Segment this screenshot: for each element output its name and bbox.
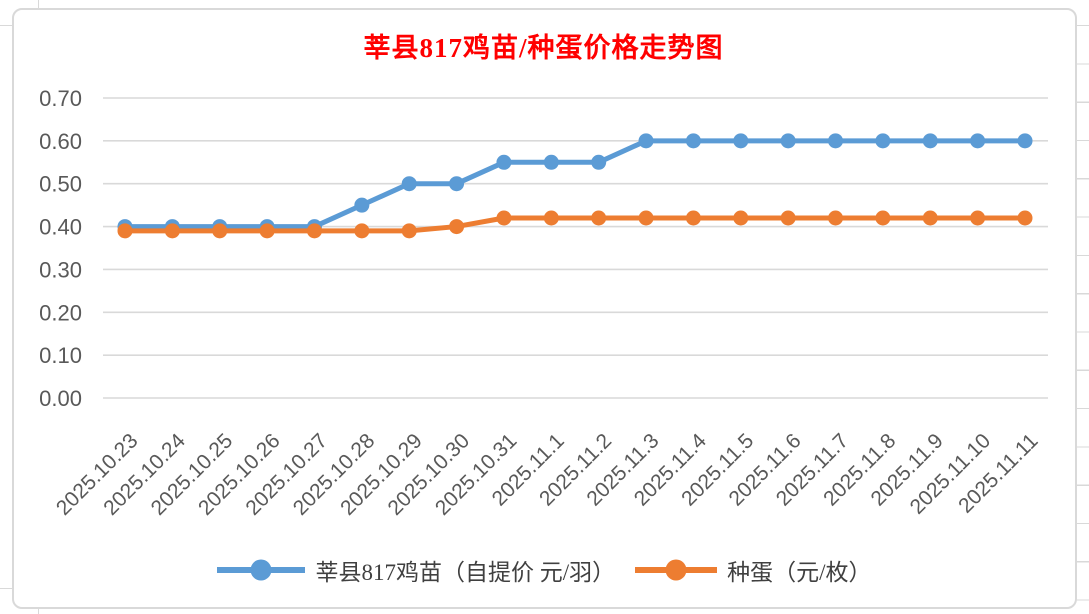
data-point <box>591 154 607 170</box>
data-point <box>212 223 228 239</box>
chart-legend: 莘县817鸡苗（自提价 元/羽） 种蛋（元/枚） <box>13 548 1074 592</box>
data-point <box>401 223 417 239</box>
data-point <box>591 210 607 226</box>
data-point <box>1017 133 1033 149</box>
data-point <box>828 133 844 149</box>
y-tick-label: 0.70 <box>39 86 82 111</box>
data-point <box>496 210 512 226</box>
legend-label-chicken: 莘县817鸡苗（自提价 元/羽） <box>315 560 616 585</box>
legend-item-chicken: 莘县817鸡苗（自提价 元/羽） <box>215 553 615 587</box>
sheet-row-gridlines <box>1077 25 1089 608</box>
series-line-0 <box>122 138 1028 230</box>
data-point <box>875 210 891 226</box>
chart-area <box>12 8 1077 609</box>
data-point <box>354 197 370 213</box>
y-tick-label: 0.10 <box>39 343 82 368</box>
legend-item-egg: 种蛋（元/枚） <box>633 553 872 587</box>
y-tick-label: 0.40 <box>39 215 82 240</box>
legend-label-egg: 种蛋（元/枚） <box>727 560 872 585</box>
y-tick-label: 0.50 <box>39 172 82 197</box>
data-point <box>449 219 465 235</box>
data-point <box>543 154 559 170</box>
sheet-column-gridline <box>38 607 39 614</box>
data-point <box>638 210 654 226</box>
data-point <box>922 210 938 226</box>
legend-marker-line-icon <box>217 559 306 581</box>
data-point <box>354 223 370 239</box>
chart-title: 莘县817鸡苗/种蛋价格走势图 <box>363 33 724 63</box>
data-point <box>164 223 180 239</box>
data-point <box>970 210 986 226</box>
data-point <box>780 210 796 226</box>
data-point <box>685 210 701 226</box>
y-tick-label: 0.20 <box>39 300 82 325</box>
data-point <box>117 223 133 239</box>
data-point <box>685 133 701 149</box>
data-point <box>259 223 275 239</box>
y-tick-label: 0.30 <box>39 257 82 282</box>
data-point <box>733 210 749 226</box>
data-point <box>828 210 844 226</box>
data-point <box>780 133 796 149</box>
data-point <box>638 133 654 149</box>
y-tick-label: 0.00 <box>39 386 82 411</box>
data-point <box>733 133 749 149</box>
legend-marker-line-icon <box>635 559 718 581</box>
series-line-1 <box>122 215 1028 234</box>
sheet-row-gridline <box>0 25 12 26</box>
data-point <box>922 133 938 149</box>
data-point <box>496 154 512 170</box>
data-point <box>1017 210 1033 226</box>
sheet-column-gridline <box>38 0 39 8</box>
data-point <box>401 176 417 192</box>
y-tick-label: 0.60 <box>39 129 82 154</box>
data-point <box>306 223 322 239</box>
data-point <box>875 133 891 149</box>
data-point <box>543 210 559 226</box>
data-point <box>449 176 465 192</box>
data-point <box>970 133 986 149</box>
sheet-row-gridline <box>0 588 12 589</box>
